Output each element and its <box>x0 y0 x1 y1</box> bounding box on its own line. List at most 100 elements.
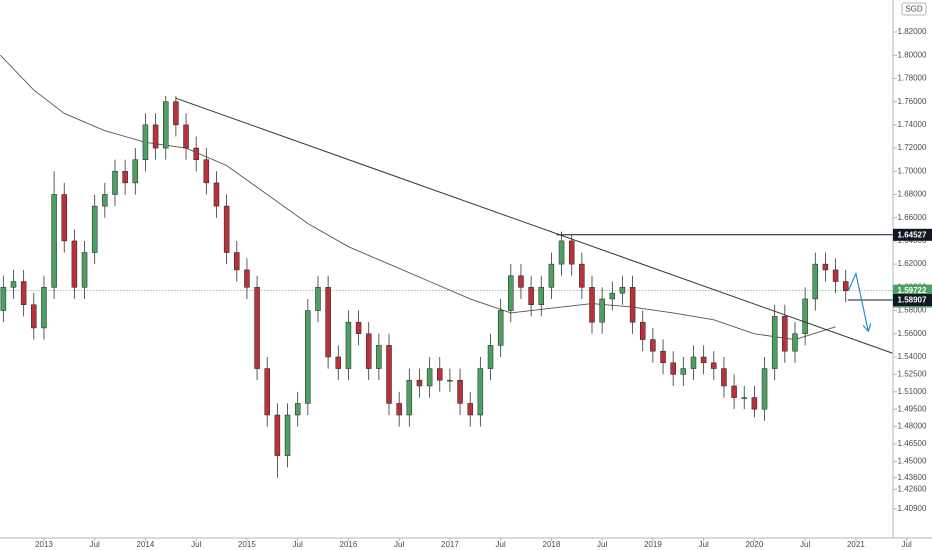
candle-body <box>447 379 453 382</box>
y-tick-label: 1.51000 <box>898 387 927 396</box>
y-tick-label: 1.40900 <box>898 504 927 513</box>
price-label: 1.64527 <box>898 230 927 239</box>
x-tick-label: 2014 <box>137 540 155 549</box>
candle-body <box>842 281 849 292</box>
candle-body <box>629 287 636 323</box>
x-tick-label: 2018 <box>543 540 561 549</box>
candle-body <box>731 385 737 398</box>
candle-body <box>568 240 575 265</box>
candle-body <box>528 287 534 305</box>
price-label-box <box>893 284 932 297</box>
candle-body <box>91 205 98 253</box>
x-tick-label: 2020 <box>745 540 763 549</box>
candle-body <box>457 379 463 404</box>
candle-body <box>721 368 727 387</box>
y-tick-label: 1.42600 <box>898 484 927 493</box>
candle-body <box>132 159 139 184</box>
y-tick-label: 1.78000 <box>898 74 927 83</box>
x-tick-label: 2015 <box>238 540 256 549</box>
y-tick-label: 1.74000 <box>898 120 927 129</box>
candle-body <box>81 252 88 288</box>
candle-body <box>396 403 402 416</box>
candle-body <box>345 321 352 369</box>
candle-body <box>294 403 301 416</box>
y-tick-label: 1.72000 <box>898 143 927 152</box>
candle-body <box>761 368 768 410</box>
y-tick-label: 1.46500 <box>898 439 927 448</box>
candle-body <box>406 379 413 416</box>
candle-body <box>223 205 230 253</box>
candle-body <box>639 321 646 340</box>
x-tick-label: Jul <box>496 540 506 549</box>
candle-body <box>822 263 829 271</box>
candle-body <box>589 287 595 323</box>
candle-body <box>670 362 676 375</box>
candle-body <box>690 356 697 369</box>
candle-body <box>41 287 47 329</box>
candle-body <box>254 287 260 369</box>
currency-box <box>901 2 927 16</box>
candle-body <box>71 240 78 288</box>
candle-body <box>579 263 585 288</box>
candle-body <box>274 414 281 456</box>
candle-body <box>558 240 565 265</box>
candle-body <box>51 194 57 288</box>
candle-body <box>538 287 545 305</box>
x-tick-label: 2017 <box>441 540 459 549</box>
price-label-box <box>893 294 932 307</box>
plot-area <box>0 54 893 478</box>
candle-body <box>426 368 433 387</box>
x-tick-label: Jul <box>699 540 709 549</box>
y-tick-label: 1.52500 <box>898 369 927 378</box>
candle-body <box>325 287 331 358</box>
candle-body <box>802 298 808 335</box>
candle-body <box>599 298 605 323</box>
candle-body <box>467 403 473 416</box>
candle-body <box>497 310 504 346</box>
y-tick-label: 1.82000 <box>898 27 927 36</box>
candle-body <box>741 397 747 399</box>
moving-average <box>0 54 836 341</box>
y-tick-label: 1.62000 <box>898 259 927 268</box>
candle-body <box>315 287 321 311</box>
candle-body <box>284 414 291 456</box>
y-tick-label: 1.58000 <box>898 306 927 315</box>
candle-body <box>477 368 484 416</box>
price-label: 1.58907 <box>898 296 927 305</box>
candle-body <box>31 304 37 329</box>
candle-body <box>487 345 494 369</box>
candle-body <box>10 281 17 288</box>
x-tick-label: Jul <box>191 540 201 549</box>
trendline <box>175 97 893 354</box>
candle-body <box>234 252 240 271</box>
candle-body <box>832 269 839 282</box>
candle-body <box>335 356 342 369</box>
candle-body <box>660 350 666 364</box>
candle-body <box>508 275 514 311</box>
x-tick-label: Jul <box>902 540 912 549</box>
candle-body <box>437 368 443 381</box>
candle-body <box>142 124 149 160</box>
candle-body <box>173 101 179 126</box>
candle-body <box>305 310 311 404</box>
candle-body <box>162 101 169 149</box>
y-tick-label: 1.66000 <box>898 213 927 222</box>
candle-body <box>812 263 819 300</box>
x-tick-label: Jul <box>800 540 810 549</box>
candle-body <box>193 147 199 160</box>
candle-body <box>680 368 687 375</box>
candle-body <box>751 397 758 410</box>
candle-body <box>203 159 210 184</box>
price-label-box <box>893 228 932 241</box>
x-tick-label: Jul <box>90 540 100 549</box>
candle-body <box>355 321 362 335</box>
candle-body <box>792 333 798 352</box>
candle-body <box>102 194 108 207</box>
candle-body <box>112 171 118 195</box>
candle-body <box>0 287 7 311</box>
candle-body <box>122 171 128 184</box>
candle-body <box>782 316 788 352</box>
price-label: 1.59722 <box>898 286 927 295</box>
y-tick-label: 1.76000 <box>898 97 927 106</box>
candle-body <box>213 182 220 207</box>
